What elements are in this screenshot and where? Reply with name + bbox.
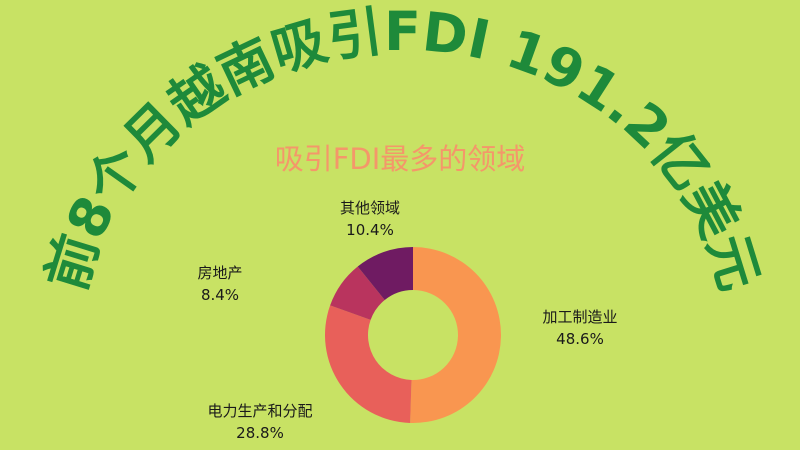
slice-realestate — [330, 266, 385, 320]
chart-subtitle: 吸引FDI最多的领域 — [274, 142, 526, 176]
slice-label-realestate: 房地产 8.4% — [197, 264, 243, 304]
slice-other — [357, 247, 413, 300]
slice-label-other: 其他领域 10.4% — [339, 199, 400, 239]
slice-label-power: 电力生产和分配 28.8% — [207, 402, 313, 442]
slice-label-manufacturing: 加工制造业 48.6% — [542, 308, 618, 348]
slice-manufacturing — [410, 247, 501, 423]
slice-power — [325, 305, 412, 423]
